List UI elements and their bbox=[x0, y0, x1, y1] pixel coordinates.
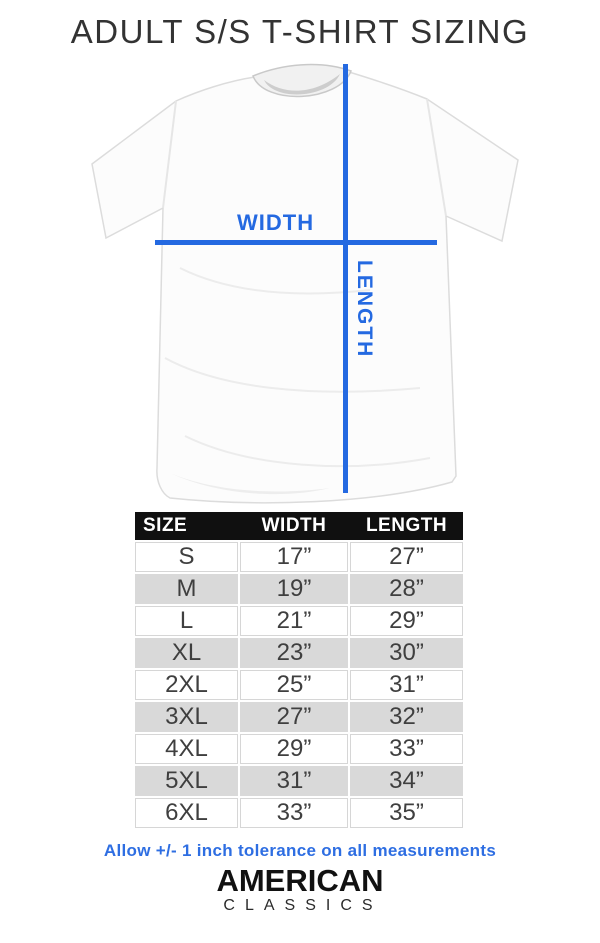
size-cell: XL bbox=[135, 638, 238, 668]
width-cell: 29” bbox=[240, 734, 348, 764]
tshirt-figure: WIDTH LENGTH bbox=[70, 58, 530, 508]
size-cell: S bbox=[135, 542, 238, 572]
header-cell-width: WIDTH bbox=[261, 515, 327, 536]
size-cell: 3XL bbox=[135, 702, 238, 732]
brand-logo: AMERICAN CLASSICS bbox=[0, 863, 600, 916]
size-cell: 4XL bbox=[135, 734, 238, 764]
size-cell: M bbox=[135, 574, 238, 604]
size-cell: 5XL bbox=[135, 766, 238, 796]
length-cell: 32” bbox=[350, 702, 463, 732]
brand-name-primary: AMERICAN bbox=[216, 863, 384, 898]
length-cell: 30” bbox=[350, 638, 463, 668]
width-label: WIDTH bbox=[237, 210, 315, 235]
width-cell: 25” bbox=[240, 670, 348, 700]
table-body: S 17” 27” M 19” 28” L 21” 29” XL 23” 30”… bbox=[135, 542, 463, 828]
width-cell: 33” bbox=[240, 798, 348, 828]
width-cell: 31” bbox=[240, 766, 348, 796]
size-table: SIZE WIDTH LENGTH S 17” 27” M 19” 28” L … bbox=[135, 512, 463, 828]
length-measure-line bbox=[343, 64, 348, 493]
length-label: LENGTH bbox=[353, 260, 376, 359]
width-cell: 17” bbox=[240, 542, 348, 572]
tolerance-note: Allow +/- 1 inch tolerance on all measur… bbox=[103, 841, 497, 860]
header-cell-length: LENGTH bbox=[365, 515, 448, 536]
length-cell: 33” bbox=[350, 734, 463, 764]
width-cell: 19” bbox=[240, 574, 348, 604]
length-cell: 29” bbox=[350, 606, 463, 636]
size-cell: L bbox=[135, 606, 238, 636]
length-cell: 31” bbox=[350, 670, 463, 700]
width-cell: 21” bbox=[240, 606, 348, 636]
size-cell: 6XL bbox=[135, 798, 238, 828]
page-title: ADULT S/S T-SHIRT SIZING bbox=[70, 13, 530, 50]
width-measure-line bbox=[155, 240, 437, 245]
table-header: SIZE WIDTH LENGTH bbox=[135, 512, 463, 540]
length-cell: 35” bbox=[350, 798, 463, 828]
brand-name-secondary: CLASSICS bbox=[223, 897, 383, 914]
tshirt-image bbox=[91, 63, 519, 504]
width-cell: 23” bbox=[240, 638, 348, 668]
length-cell: 28” bbox=[350, 574, 463, 604]
length-cell: 27” bbox=[350, 542, 463, 572]
length-cell: 34” bbox=[350, 766, 463, 796]
header-cell-size: SIZE bbox=[143, 515, 188, 536]
width-cell: 27” bbox=[240, 702, 348, 732]
size-cell: 2XL bbox=[135, 670, 238, 700]
